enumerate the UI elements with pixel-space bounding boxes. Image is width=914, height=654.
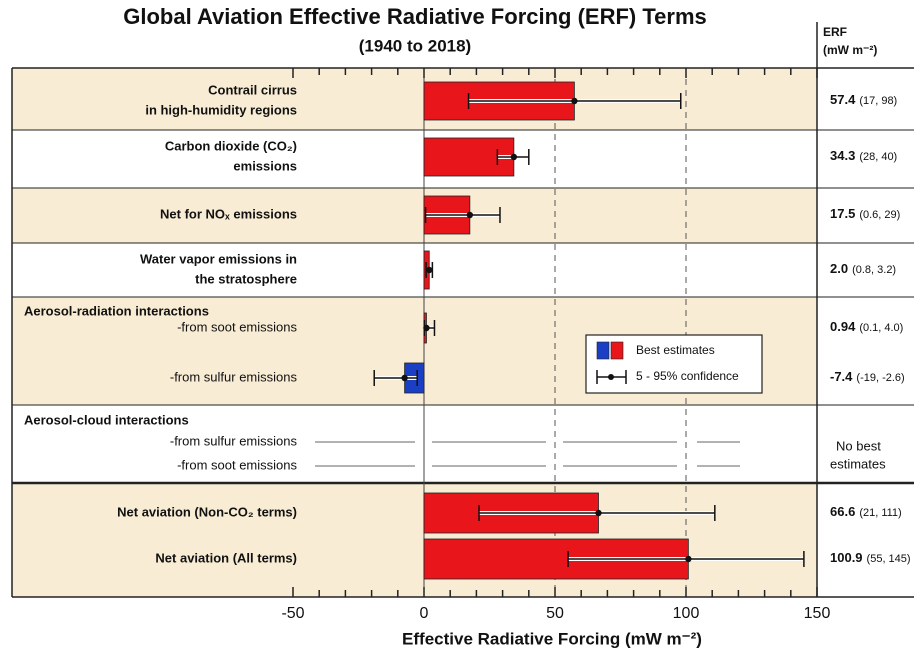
value-label-range: (-19, -2.6) bbox=[856, 372, 904, 384]
value-label: 0.94 (0.1, 4.0) bbox=[830, 319, 903, 334]
value-label-main: 57.4 bbox=[830, 92, 856, 107]
y-tick-label: -from sulfur emissions bbox=[170, 433, 298, 448]
legend-error-dot bbox=[608, 374, 614, 380]
x-tick-label: 150 bbox=[804, 605, 831, 622]
error-bar bbox=[424, 207, 501, 223]
error-dot bbox=[426, 266, 433, 274]
legend-swatch bbox=[610, 341, 624, 360]
value-label-main: 0.94 bbox=[830, 319, 856, 334]
y-tick-label: Net aviation (Non-CO₂ terms) bbox=[117, 504, 297, 519]
row-bands bbox=[12, 68, 817, 597]
x-tick-label: 100 bbox=[673, 605, 700, 622]
value-label-range: (28, 40) bbox=[859, 151, 897, 163]
error-dot bbox=[571, 97, 578, 105]
value-label-main: 2.0 bbox=[830, 261, 848, 276]
legend: Best estimates 5 - 95% confidence bbox=[585, 334, 763, 394]
value-label-range: (21, 111) bbox=[859, 507, 901, 519]
error-bar bbox=[567, 551, 805, 567]
column-header: (mW m⁻²) bbox=[823, 43, 877, 57]
y-tick-label: emissions bbox=[233, 158, 297, 173]
no-estimate-label: estimates bbox=[830, 456, 886, 471]
y-tick-label: -from soot emissions bbox=[177, 319, 297, 334]
x-tick-label: 50 bbox=[546, 605, 564, 622]
value-label-range: (0.1, 4.0) bbox=[859, 322, 903, 334]
no-estimate-label: No best bbox=[836, 438, 881, 453]
error-bar bbox=[478, 505, 716, 521]
group-label: Aerosol-cloud interactions bbox=[24, 412, 189, 427]
row-band bbox=[12, 483, 817, 597]
y-tick-label: the stratosphere bbox=[195, 271, 297, 286]
value-label-range: (0.8, 3.2) bbox=[852, 264, 896, 276]
error-dot bbox=[595, 509, 602, 517]
value-label-main: -7.4 bbox=[830, 369, 853, 384]
y-tick-label: Net for NOₓ emissions bbox=[160, 206, 297, 221]
y-tick-label: -from soot emissions bbox=[177, 457, 297, 472]
row-separators bbox=[11, 22, 914, 598]
value-label: 17.5 (0.6, 29) bbox=[830, 206, 900, 221]
value-label-main: 66.6 bbox=[830, 504, 855, 519]
row-band bbox=[12, 188, 817, 243]
error-bar bbox=[467, 93, 682, 109]
y-tick-label: Carbon dioxide (CO₂) bbox=[165, 138, 297, 153]
y-tick-label: -from sulfur emissions bbox=[170, 369, 298, 384]
value-label: 34.3 (28, 40) bbox=[830, 148, 897, 163]
error-bar bbox=[425, 262, 434, 278]
y-tick-label: Net aviation (All terms) bbox=[155, 550, 297, 565]
value-label-range: (17, 98) bbox=[859, 95, 897, 107]
group-label: Aerosol-radiation interactions bbox=[24, 303, 209, 318]
error-dot bbox=[466, 211, 474, 219]
error-dot bbox=[510, 153, 518, 161]
error-dot bbox=[685, 555, 692, 563]
chart-title: Global Aviation Effective Radiative Forc… bbox=[123, 4, 707, 29]
value-label: -7.4 (-19, -2.6) bbox=[830, 369, 905, 384]
error-bar bbox=[373, 370, 418, 386]
value-label-main: 34.3 bbox=[830, 148, 855, 163]
value-label-main: 17.5 bbox=[830, 206, 855, 221]
x-axis-label: Effective Radiative Forcing (mW m⁻²) bbox=[402, 629, 702, 648]
column-header: ERF bbox=[823, 25, 847, 39]
x-tick-label: 0 bbox=[420, 605, 429, 622]
y-tick-label: in high-humidity regions bbox=[145, 102, 297, 117]
chart-subtitle: (1940 to 2018) bbox=[359, 36, 471, 55]
value-label: 57.4 (17, 98) bbox=[830, 92, 897, 107]
value-label-range: (55, 145) bbox=[867, 553, 911, 565]
error-dot bbox=[401, 374, 408, 382]
error-dot bbox=[423, 324, 430, 332]
value-label: 66.6 (21, 111) bbox=[830, 504, 902, 519]
error-bar bbox=[496, 149, 530, 165]
legend-swatch bbox=[596, 341, 610, 360]
value-label-range: (0.6, 29) bbox=[859, 209, 900, 221]
value-label-main: 100.9 bbox=[830, 550, 863, 565]
legend-label: Best estimates bbox=[636, 343, 715, 357]
row-band bbox=[12, 68, 817, 130]
y-tick-label: Contrail cirrus bbox=[208, 82, 297, 97]
error-bar bbox=[423, 320, 436, 336]
legend-label: 5 - 95% confidence bbox=[636, 369, 739, 383]
y-tick-label: Water vapor emissions in bbox=[140, 251, 297, 266]
x-tick-label: -50 bbox=[281, 605, 304, 622]
value-label: 100.9 (55, 145) bbox=[830, 550, 911, 565]
value-label: 2.0 (0.8, 3.2) bbox=[830, 261, 896, 276]
